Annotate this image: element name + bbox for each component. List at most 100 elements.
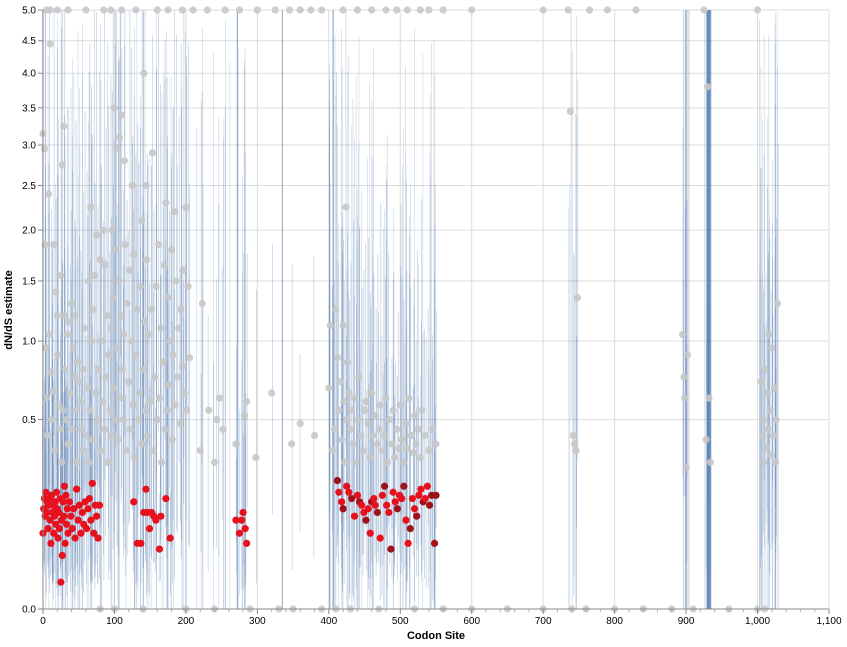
site-point	[425, 446, 433, 455]
site-point	[59, 406, 67, 414]
selected-site-point	[371, 501, 379, 509]
x-tick-label: 1,100	[816, 616, 841, 627]
selected-site-point	[60, 512, 68, 520]
site-point	[183, 406, 191, 414]
selected-site-point	[71, 534, 79, 542]
site-point	[85, 277, 93, 285]
selected-site-point	[88, 479, 96, 487]
selected-site-point	[400, 482, 408, 490]
site-point	[118, 365, 126, 373]
background-site-points	[39, 6, 782, 613]
x-tick-label: 300	[249, 616, 266, 627]
site-point	[54, 351, 62, 359]
site-point	[253, 6, 261, 14]
selected-site-point	[393, 505, 402, 513]
selected-site-point	[370, 494, 378, 503]
selected-site-point	[410, 505, 419, 513]
site-point	[126, 425, 134, 433]
site-point	[345, 389, 353, 397]
site-point	[205, 406, 213, 414]
selected-site-point	[72, 485, 81, 493]
site-point	[706, 458, 714, 466]
site-point	[703, 83, 712, 91]
site-point	[153, 415, 161, 424]
site-point	[333, 354, 341, 362]
site-point	[123, 299, 131, 308]
selected-site-point	[68, 525, 76, 533]
site-point	[112, 246, 120, 254]
selected-site-point	[145, 525, 154, 533]
selected-site-point	[55, 525, 64, 533]
site-point	[115, 133, 124, 141]
selected-site-point	[364, 505, 372, 513]
site-point	[130, 453, 139, 462]
site-point	[106, 406, 114, 414]
site-point	[758, 431, 767, 439]
x-tick-label: 600	[463, 616, 480, 627]
site-point	[318, 6, 326, 14]
site-point	[135, 389, 144, 397]
selected-site-point	[42, 508, 51, 517]
selected-site-point	[137, 539, 145, 547]
selected-site-point	[373, 508, 382, 517]
site-point	[49, 387, 57, 395]
site-point	[764, 425, 772, 433]
site-point	[369, 431, 377, 439]
site-point	[164, 6, 172, 14]
site-point	[125, 266, 134, 274]
selected-site-point	[78, 508, 86, 517]
site-point	[235, 6, 244, 14]
site-point	[439, 6, 447, 14]
site-point	[349, 440, 357, 448]
site-point	[162, 199, 170, 207]
site-point	[111, 415, 119, 424]
site-point	[117, 311, 125, 320]
site-point	[296, 6, 304, 14]
site-point	[189, 6, 197, 14]
site-point	[166, 337, 174, 345]
site-point	[107, 431, 116, 439]
selected-site-point	[243, 539, 251, 547]
site-point	[288, 440, 296, 448]
site-point	[773, 299, 782, 308]
site-point	[101, 261, 109, 269]
site-point	[332, 305, 340, 314]
selected-site-point	[47, 539, 55, 547]
site-point	[178, 6, 186, 14]
site-point	[161, 425, 169, 433]
axes: 0 100 200 300 400 500 600 700 800 900 1,000 1,100 0.…	[22, 6, 842, 628]
site-point	[46, 6, 54, 14]
site-point	[378, 446, 387, 455]
site-point	[60, 311, 69, 320]
site-point	[352, 458, 360, 466]
site-point	[767, 451, 775, 459]
site-point	[368, 389, 376, 397]
selected-site-point	[87, 516, 95, 524]
site-point	[252, 453, 260, 462]
site-point	[338, 435, 346, 444]
selected-site-point	[61, 539, 69, 547]
site-point	[682, 463, 690, 471]
site-point	[219, 425, 227, 433]
site-point	[325, 384, 333, 392]
site-point	[68, 425, 76, 433]
y-tick-label: 2.5	[22, 181, 36, 192]
y-tick-label: 3.0	[22, 141, 36, 152]
site-point	[155, 394, 164, 402]
site-point	[163, 406, 171, 414]
selected-site-point	[423, 482, 432, 490]
site-point	[402, 419, 410, 428]
site-point	[765, 330, 773, 339]
selected-site-point	[389, 488, 397, 496]
site-point	[572, 446, 580, 455]
site-point	[104, 458, 112, 466]
selected-site-point	[404, 539, 412, 547]
site-point	[97, 337, 106, 345]
site-point	[380, 431, 389, 439]
site-point	[328, 446, 336, 455]
selected-site-point	[42, 488, 50, 496]
selected-site-point	[77, 529, 85, 537]
site-point	[52, 288, 60, 296]
site-point	[107, 6, 115, 14]
site-point	[79, 365, 87, 373]
